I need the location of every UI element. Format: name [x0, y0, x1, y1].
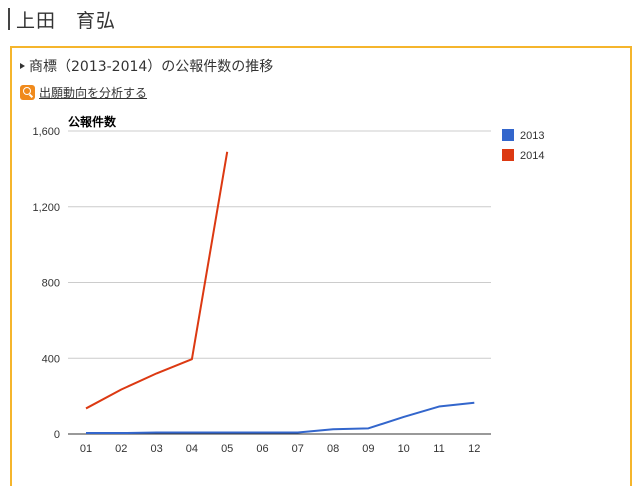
- x-tick-label: 06: [256, 443, 268, 455]
- x-tick-label: 01: [80, 443, 92, 455]
- magnifier-icon: [20, 85, 35, 100]
- x-tick-label: 11: [433, 443, 444, 455]
- y-tick-label: 400: [42, 353, 60, 365]
- x-tick-label: 03: [150, 443, 162, 455]
- series-lines: [85, 151, 475, 435]
- x-tick-label: 08: [327, 443, 339, 455]
- y-axis-ticks: 0 400 800 1,200 1,600: [32, 126, 60, 441]
- y-tick-label: 800: [42, 278, 60, 290]
- series-line-2014: [85, 151, 229, 410]
- person-name: 上田 育弘: [16, 9, 117, 32]
- x-tick-label: 07: [292, 443, 304, 455]
- trend-panel: 商標（2013-2014）の公報件数の推移 出願動向を分析する: [10, 46, 632, 486]
- x-tick-label: 12: [468, 443, 480, 455]
- series-line-2013: [86, 401, 475, 435]
- legend-label-2014: 2014: [520, 150, 544, 162]
- bullet-arrow-icon: [20, 63, 25, 69]
- y-tick-label: 0: [54, 429, 60, 441]
- x-tick-label: 10: [398, 443, 410, 455]
- x-tick-label: 05: [221, 443, 233, 455]
- y-tick-label: 1,200: [32, 202, 60, 214]
- section-title-text: 商標（2013-2014）の公報件数の推移: [29, 59, 274, 75]
- person-header: 上田 育弘: [8, 6, 116, 32]
- legend: 2013 2014: [502, 129, 544, 162]
- legend-swatch-2014: [502, 149, 514, 161]
- chart-title: 公報件数: [68, 114, 117, 129]
- x-tick-label: 09: [362, 443, 374, 455]
- section-title: 商標（2013-2014）の公報件数の推移: [20, 56, 273, 76]
- x-tick-label: 02: [115, 443, 127, 455]
- legend-label-2013: 2013: [520, 130, 544, 142]
- analyze-trend-link[interactable]: 出願動向を分析する: [20, 84, 147, 101]
- analyze-trend-link-label: 出願動向を分析する: [39, 86, 148, 100]
- x-tick-label: 04: [186, 443, 198, 455]
- y-tick-label: 1,600: [32, 126, 60, 138]
- legend-swatch-2013: [502, 129, 514, 141]
- x-axis-ticks: 01 02 03 04 05 06 07 08 09 10 11 12: [80, 443, 481, 455]
- grid-lines: [68, 130, 491, 435]
- header-accent-bar: [8, 8, 10, 30]
